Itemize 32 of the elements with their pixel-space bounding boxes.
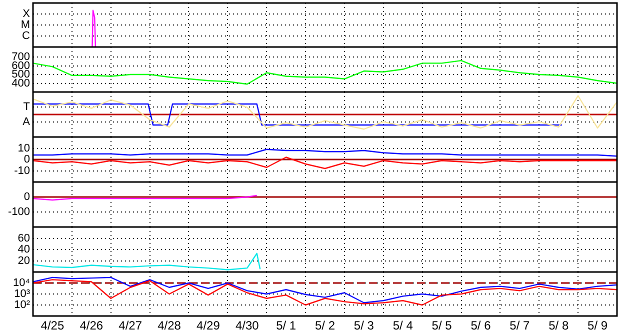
x-tick-label: 5/ 6 (470, 318, 492, 333)
y-tick-label: 20 (18, 254, 30, 267)
x-tick-label: 5/ 2 (314, 318, 336, 333)
y-tick-label: 10² (14, 299, 30, 312)
x-tick-label: 4/29 (196, 318, 220, 333)
x-tick-label: 4/25 (40, 318, 64, 333)
text: M (20, 19, 30, 32)
y-tick-label: 0 (24, 191, 30, 204)
y-tick-label: 60 (18, 232, 30, 244)
x-tick-label: 5/ 7 (510, 318, 530, 333)
x-tick-label: 4/30 (235, 318, 260, 333)
x-tick-label: 5/ 8 (548, 318, 569, 333)
x-tick-label: 5/ 1 (276, 318, 296, 333)
y-tick-label: 10 (18, 142, 30, 154)
y-tick-label: -100 (8, 206, 30, 218)
x-tick-label: 5/ 9 (588, 318, 608, 333)
x-tick-label: 5/ 3 (354, 318, 374, 333)
x-tick-label: 4/28 (158, 318, 182, 333)
text: X (22, 8, 31, 20)
text: T (23, 101, 30, 114)
y-tick-label: -10 (14, 164, 30, 177)
text: A (22, 116, 31, 128)
y-tick-label: 400 (12, 77, 30, 90)
x-tick-label: 4/26 (80, 318, 104, 333)
x-tick-label: 5/ 4 (392, 318, 414, 333)
y-tick-label: 0 (24, 154, 30, 166)
y-tick-label: 40 (18, 244, 30, 256)
text: C (22, 30, 30, 42)
x-tick-label: 4/27 (118, 318, 142, 333)
y-tick-label: 10³ (14, 288, 30, 300)
x-tick-label: 5/ 5 (432, 318, 452, 333)
y-tick-label: 10⁴ (13, 277, 30, 290)
